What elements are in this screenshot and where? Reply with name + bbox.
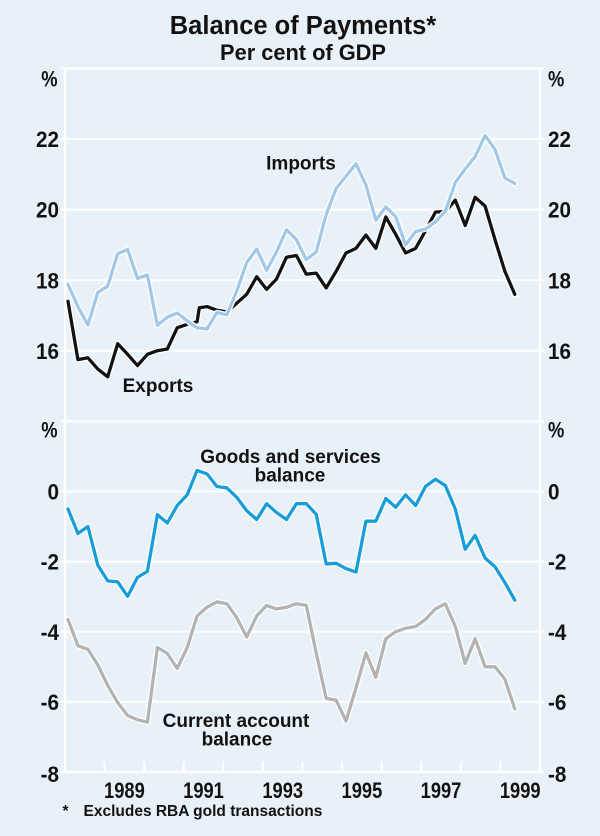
svg-text:%: %	[41, 66, 57, 91]
svg-text:Exports: Exports	[123, 376, 194, 397]
svg-text:*: *	[63, 803, 70, 820]
svg-text:Imports: Imports	[266, 154, 336, 175]
svg-text:22: 22	[548, 127, 571, 152]
svg-text:0: 0	[548, 480, 560, 505]
svg-text:1993: 1993	[262, 778, 303, 803]
svg-text:balance: balance	[255, 466, 326, 487]
svg-text:-4: -4	[41, 620, 60, 645]
svg-text:1997: 1997	[421, 778, 462, 803]
svg-text:-4: -4	[548, 620, 567, 645]
svg-text:%: %	[548, 418, 564, 443]
svg-text:-8: -8	[548, 762, 566, 787]
svg-text:Excludes RBA gold transactions: Excludes RBA gold transactions	[84, 803, 323, 820]
svg-text:Goods and services: Goods and services	[200, 447, 381, 468]
svg-text:1989: 1989	[104, 778, 145, 803]
svg-text:-8: -8	[41, 762, 59, 787]
svg-text:Current account: Current account	[163, 711, 310, 732]
svg-text:Per cent of GDP: Per cent of GDP	[220, 40, 386, 65]
svg-text:1995: 1995	[342, 778, 383, 803]
svg-text:%: %	[548, 66, 564, 91]
svg-text:0: 0	[48, 480, 60, 505]
svg-text:20: 20	[36, 198, 59, 223]
svg-text:22: 22	[36, 127, 59, 152]
svg-text:1991: 1991	[183, 778, 224, 803]
svg-text:balance: balance	[202, 730, 273, 751]
svg-text:-2: -2	[548, 550, 566, 575]
svg-text:%: %	[41, 418, 57, 443]
svg-text:16: 16	[548, 339, 571, 364]
svg-text:20: 20	[548, 198, 571, 223]
svg-text:16: 16	[36, 339, 59, 364]
svg-text:-6: -6	[41, 690, 59, 715]
svg-text:-6: -6	[548, 690, 566, 715]
svg-text:Balance of Payments*: Balance of Payments*	[170, 12, 437, 40]
svg-text:18: 18	[36, 268, 59, 293]
svg-text:18: 18	[548, 268, 571, 293]
svg-text:-2: -2	[41, 550, 59, 575]
svg-text:1999: 1999	[500, 778, 541, 803]
